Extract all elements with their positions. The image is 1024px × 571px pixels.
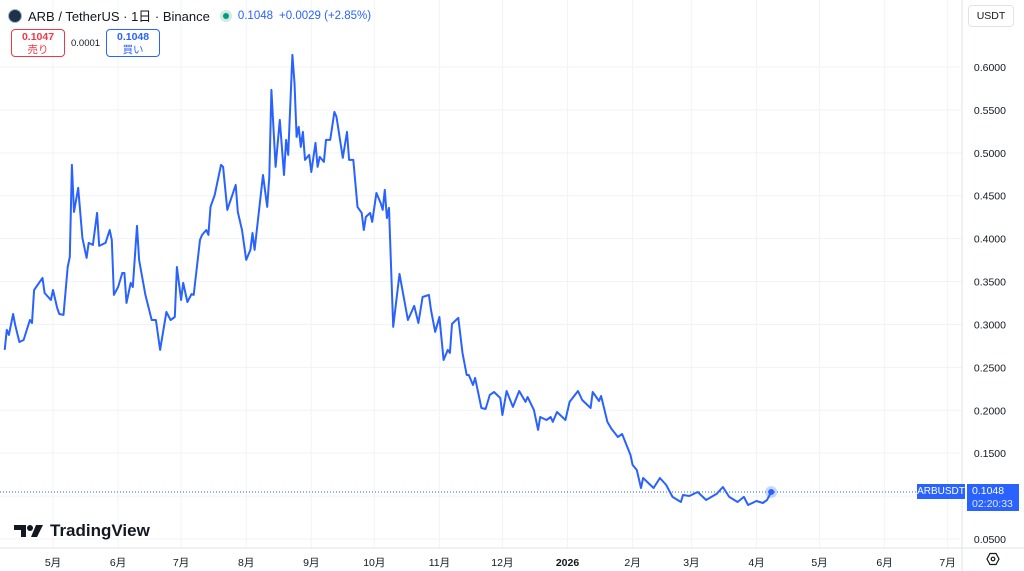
last-price-tag-value: 0.1048 [972,485,1005,497]
sell-label: 売り [27,44,49,56]
y-tick-label: 0.4500 [974,191,1006,203]
y-tick-label: 0.0500 [974,534,1006,546]
sell-button[interactable]: 0.1047 売り [11,29,65,57]
spread: 0.0001 [71,37,101,49]
y-tick-label: 0.4000 [974,234,1006,246]
x-tick-label: 6月 [876,557,892,569]
x-tick-label: 5月 [45,557,61,569]
chart-grid [0,0,962,548]
market-status-icon[interactable] [219,9,232,22]
symbol-title[interactable]: ARB / TetherUS · 1日 · Binance [28,9,210,24]
x-tick-label: 4月 [748,557,764,569]
x-tick-label: 10月 [363,557,385,569]
buy-button[interactable]: 0.1048 買い [106,29,161,57]
x-tick-label: 6月 [110,557,126,569]
settings-hexagon-icon[interactable] [986,552,1000,566]
buy-price: 0.1048 [117,31,150,43]
x-tick-label: 2026 [556,557,580,569]
quote-panel: 0.1047 売り 0.0001 0.1048 買い [11,29,161,57]
time-axis[interactable]: 5月 6月 7月 8月 9月 10月 11月 12月 2026 2月 3月 4月 5月 6月 7月 [45,557,956,569]
currency-button[interactable]: USDT [968,5,1014,27]
arbitrum-logo-icon [8,8,22,23]
bar-countdown: 02:20:33 [972,498,1013,510]
symbol-header: ARB / TetherUS · 1日 · Binance 0.1048 +0.… [8,6,371,25]
y-tick-label: 0.5500 [974,105,1006,117]
x-tick-label: 5月 [811,557,827,569]
x-tick-label: 2月 [624,557,640,569]
x-tick-label: 7月 [939,557,955,569]
price-change: +0.0029 (+2.85%) [279,9,372,22]
price-axis[interactable]: 0.6000 0.5500 0.5000 0.4500 0.4000 0.3500 0.30… [974,62,1006,546]
buy-label: 買い [122,44,144,56]
y-tick-label: 0.6000 [974,62,1006,74]
y-tick-label: 0.3000 [974,319,1006,331]
last-price-tag: 0.1048 02:20:33 [967,484,1019,511]
x-tick-label: 7月 [173,557,189,569]
y-tick-label: 0.2500 [974,362,1006,374]
x-tick-label: 8月 [238,557,254,569]
last-price: 0.1048 [237,9,274,22]
x-tick-label: 12月 [491,557,513,569]
x-tick-label: 3月 [683,557,699,569]
tradingview-logo-icon [14,525,43,537]
x-tick-label: 11月 [429,557,450,569]
last-point-marker [768,488,775,495]
tradingview-logo[interactable]: TradingView [14,521,150,541]
y-tick-label: 0.2000 [974,405,1006,417]
sell-price: 0.1047 [21,31,55,43]
logo-text: TradingView [50,521,150,540]
price-series-line [3,53,773,506]
y-tick-label: 0.3500 [974,277,1006,289]
symbol-price-tag: ARBUSDT [917,484,965,499]
y-tick-label: 0.1500 [974,448,1006,460]
x-tick-label: 9月 [303,557,319,569]
y-tick-label: 0.5000 [974,148,1006,160]
